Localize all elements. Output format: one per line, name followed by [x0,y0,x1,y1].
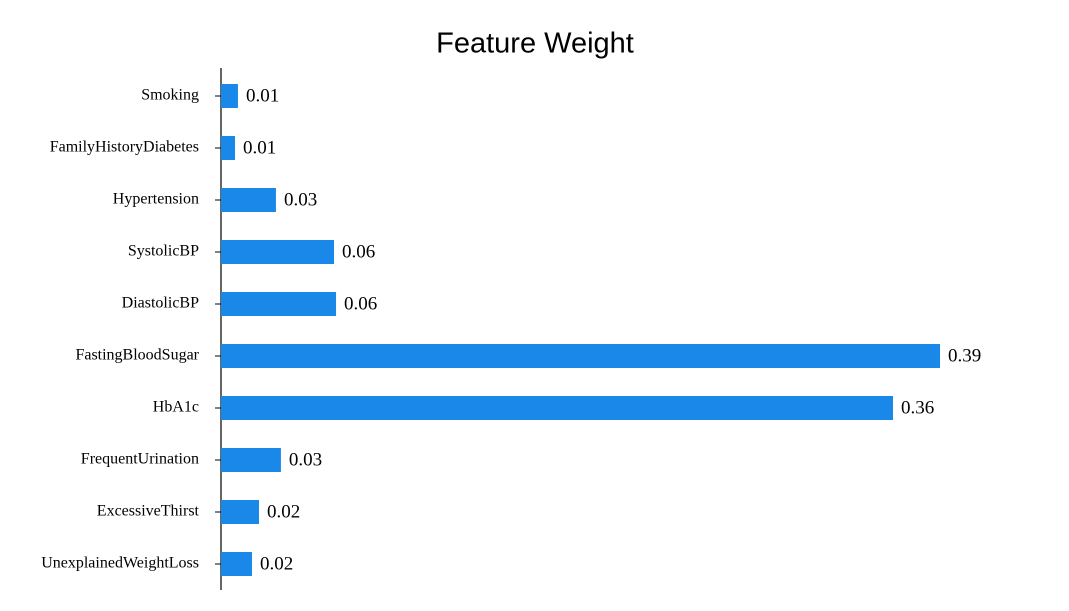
y-tick-label: HbA1c [153,399,199,416]
value-label: 0.36 [901,397,934,418]
bar [221,344,940,368]
bar [221,84,238,108]
y-tick-label: FamilyHistoryDiabetes [50,139,199,156]
y-tick-label: Smoking [141,87,199,104]
value-label: 0.02 [260,553,293,574]
y-tick-label: UnexplainedWeightLoss [41,555,199,572]
value-label: 0.03 [289,449,322,470]
y-tick-label: SystolicBP [128,243,199,260]
value-label: 0.06 [344,293,377,314]
bar [221,188,276,212]
bar [221,552,252,576]
value-label: 0.03 [284,189,317,210]
y-tick-label: FastingBloodSugar [75,347,199,364]
bar [221,136,236,160]
y-tick-label: Hypertension [113,191,199,208]
value-label: 0.02 [267,501,300,522]
bar [221,292,337,316]
bar [221,448,281,472]
bar [221,500,259,524]
bar [221,240,335,264]
value-label: 0.06 [342,241,375,262]
value-label: 0.39 [948,345,981,366]
value-label: 0.01 [243,137,276,158]
y-tick-label: DiastolicBP [122,295,199,312]
y-tick-label: FrequentUrination [81,451,199,468]
bar [221,396,893,420]
value-label: 0.01 [246,85,279,106]
y-tick-label: ExcessiveThirst [97,503,200,520]
chart-title: Feature Weight [436,28,634,60]
